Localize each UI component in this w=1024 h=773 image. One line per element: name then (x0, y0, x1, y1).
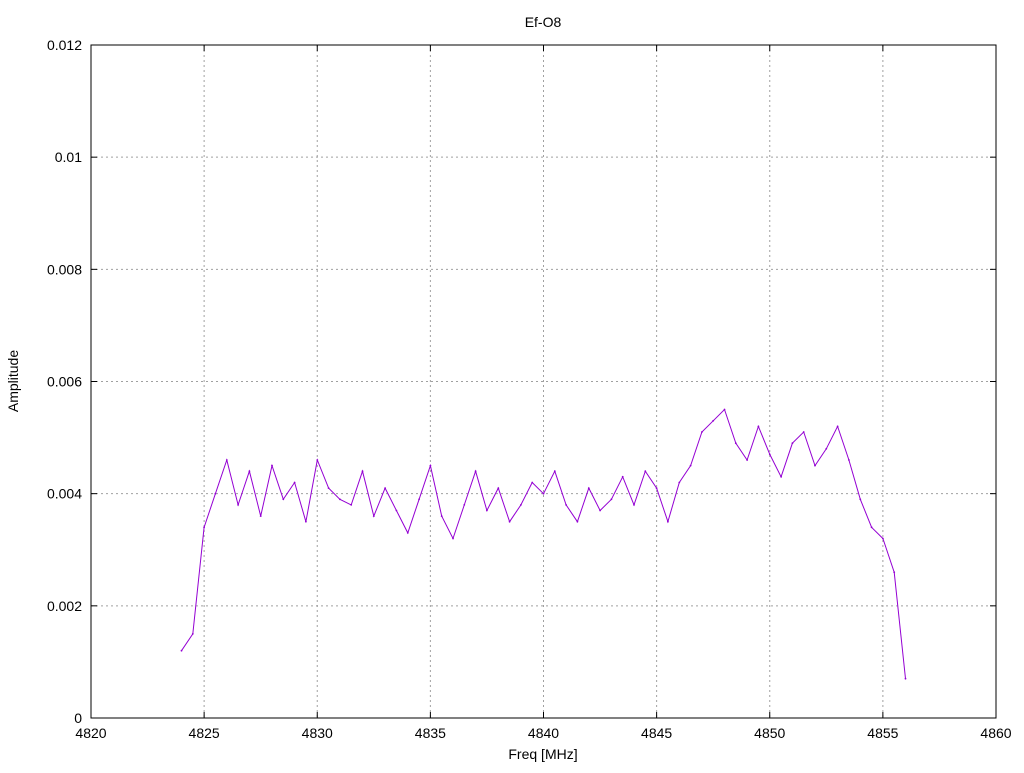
data-point (644, 470, 647, 473)
y-tick-label: 0.012 (47, 37, 82, 53)
data-point (701, 431, 703, 433)
y-tick-label: 0.004 (47, 486, 82, 502)
x-tick-label: 4820 (75, 725, 106, 741)
data-point (372, 515, 375, 517)
y-tick-label: 0.01 (55, 149, 82, 165)
data-point (237, 504, 240, 506)
data-point (734, 442, 737, 445)
data-point (316, 459, 319, 461)
data-point (621, 475, 624, 478)
y-tick-label: 0 (74, 710, 82, 726)
data-point (746, 459, 748, 461)
data-point (508, 520, 511, 523)
data-point (904, 677, 907, 680)
data-point (271, 464, 273, 467)
series-layer (180, 408, 907, 680)
data-point (712, 419, 715, 422)
data-point (610, 498, 613, 501)
x-tick-label: 4835 (415, 725, 446, 741)
data-point (848, 459, 850, 461)
data-point (474, 470, 477, 473)
data-point (814, 464, 816, 467)
data-point (406, 532, 409, 534)
data-point (531, 481, 534, 484)
data-point (870, 526, 873, 529)
x-tick-label: 4825 (189, 725, 220, 741)
data-point (497, 487, 500, 489)
data-point (339, 498, 341, 501)
x-tick-label: 4830 (302, 725, 333, 741)
grid-layer (91, 45, 996, 718)
chart-title: Ef-O8 (525, 14, 562, 30)
data-point (655, 487, 658, 489)
data-point (836, 425, 839, 428)
data-point (350, 504, 353, 506)
data-point (452, 537, 454, 540)
data-point (463, 504, 466, 506)
data-point (893, 571, 896, 574)
data-point (587, 487, 590, 489)
data-point (384, 487, 386, 489)
x-tick-label: 4850 (754, 725, 785, 741)
data-point (327, 487, 330, 489)
data-point (859, 498, 862, 501)
data-point (678, 481, 681, 484)
x-tick-label: 4845 (641, 725, 672, 741)
data-point (757, 425, 760, 428)
y-tick-label: 0.008 (47, 261, 82, 277)
data-point (486, 509, 488, 512)
data-point (282, 498, 285, 501)
data-point (520, 504, 522, 506)
data-point (248, 470, 251, 473)
data-point (882, 537, 884, 540)
data-point (576, 520, 579, 523)
data-point (802, 431, 805, 433)
data-point (565, 504, 567, 506)
data-point (542, 492, 545, 495)
x-tick-label: 4855 (867, 725, 898, 741)
data-point (225, 459, 228, 461)
data-point (395, 509, 398, 512)
data-point (180, 649, 183, 652)
series-line (181, 408, 906, 679)
data-point (791, 442, 794, 445)
data-point (259, 515, 262, 517)
data-point (780, 475, 782, 478)
data-point (633, 504, 635, 506)
data-point (825, 447, 828, 450)
data-point (418, 498, 420, 501)
data-point (429, 464, 432, 467)
tick-layer: 4820 4825 4830 4835 4840 4845 4850 4855 4860 0 0.0… (47, 37, 1012, 741)
data-point (689, 464, 692, 467)
x-tick-label: 4860 (980, 725, 1011, 741)
y-tick-label: 0.006 (47, 374, 82, 390)
y-axis-label: Amplitude (5, 350, 21, 412)
data-point (768, 453, 771, 456)
data-point (361, 470, 364, 473)
data-point (214, 492, 217, 495)
data-point (599, 509, 601, 512)
data-point (203, 526, 206, 529)
data-point (553, 470, 556, 473)
y-tick-label: 0.002 (47, 598, 82, 614)
data-point (293, 481, 296, 484)
data-point (191, 633, 194, 635)
x-axis-label: Freq [MHz] (508, 746, 577, 762)
data-point (440, 515, 443, 517)
data-point (305, 520, 307, 523)
data-point (723, 408, 726, 411)
x-tick-label: 4840 (528, 725, 559, 741)
data-point (667, 520, 669, 523)
